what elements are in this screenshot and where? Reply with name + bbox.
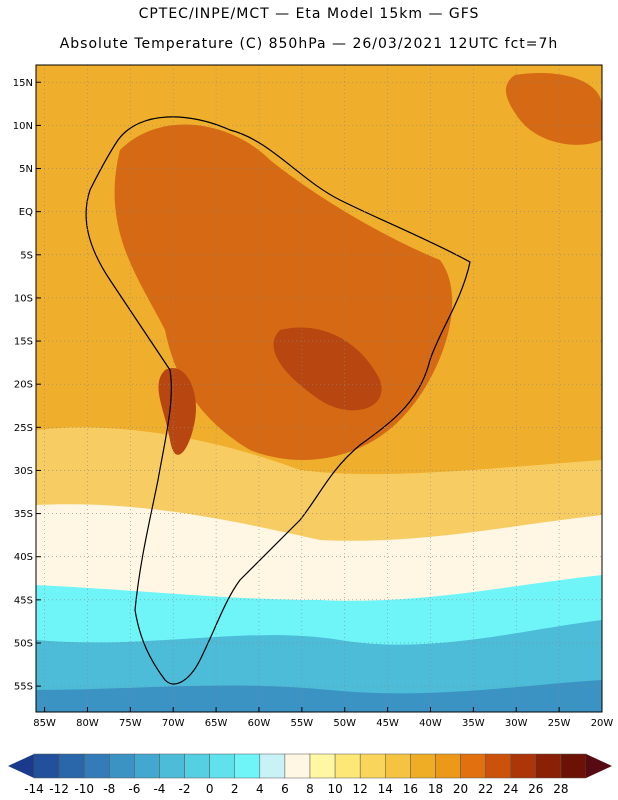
lat-tick-label: 40S — [14, 552, 33, 563]
colorbar-swatch — [284, 753, 311, 779]
colorbar-swatch — [510, 753, 537, 779]
lat-tick-label: 20S — [14, 380, 33, 391]
chart-title-line-1: CPTEC/INPE/MCT — Eta Model 15km — GFS — [138, 6, 480, 22]
hottest-region — [158, 368, 196, 455]
colorbar-swatch — [485, 753, 511, 779]
lon-tick-label: 45W — [376, 718, 399, 729]
colorbar-label: 12 — [353, 782, 368, 796]
map-frame — [35, 64, 603, 713]
lat-tick-label: EQ — [19, 207, 33, 218]
colorbar-label: -4 — [153, 782, 165, 796]
colorbar-label: 18 — [428, 782, 443, 796]
lon-tick-label: 30W — [505, 718, 528, 729]
colorbar-label: 16 — [403, 782, 418, 796]
lon-tick-label: 50W — [333, 718, 356, 729]
colorbar-swatch — [58, 753, 85, 779]
south-america-outline — [85, 116, 471, 685]
lat-tick-label: 30S — [14, 466, 33, 477]
lat-tick-label: 10N — [13, 121, 33, 132]
longitude-labels: 85W 80W 75W 70W 65W 60W 55W 50W 45W 40W 35W 30W 25W 2… — [33, 707, 613, 729]
colorbar-label: 14 — [378, 782, 393, 796]
colorbar-swatch — [259, 753, 286, 779]
colorbar-swatch — [435, 753, 461, 779]
hottest-region — [505, 73, 602, 145]
coldest-band — [36, 680, 602, 712]
colorbar-right-arrow — [586, 754, 612, 778]
colorbar-swatch — [159, 753, 185, 779]
lon-tick-label: 75W — [119, 718, 142, 729]
lat-tick-label: 25S — [14, 423, 33, 434]
colorbar-swatch — [134, 753, 160, 779]
colorbar-swatch — [410, 753, 436, 779]
colorbar-label: 24 — [503, 782, 518, 796]
colorbar-swatch — [560, 753, 587, 779]
lon-tick-label: 70W — [162, 718, 185, 729]
colorbar-label: -12 — [49, 782, 69, 796]
lon-tick-label: 25W — [548, 718, 571, 729]
lat-tick-label: 55S — [14, 682, 33, 693]
lon-tick-label: 60W — [248, 718, 271, 729]
lat-tick-label: 50S — [14, 638, 33, 649]
colorbar-label: 8 — [306, 782, 314, 796]
colorbar-label: 10 — [327, 782, 342, 796]
colorbar-swatch — [83, 753, 110, 779]
lat-tick-label: 10S — [14, 293, 33, 304]
colorbar-label: 4 — [256, 782, 264, 796]
lon-tick-label: 85W — [33, 718, 56, 729]
colorbar-swatch — [334, 753, 361, 779]
lon-tick-label: 40W — [419, 718, 442, 729]
colorbar-label: 2 — [231, 782, 239, 796]
lon-tick-label: 80W — [76, 718, 99, 729]
colorbar-swatch — [109, 753, 135, 779]
map-field — [36, 65, 602, 712]
colorbar: -14 -12 -10 -8 -6 -4 -2 0 2 4 6 8 10 12 14 16 18 20 22 24 26… — [8, 753, 612, 796]
lon-tick-label: 20W — [591, 718, 614, 729]
lat-tick-label: 45S — [14, 595, 33, 606]
hottest-region — [273, 327, 382, 411]
lon-tick-label: 55W — [291, 718, 314, 729]
colorbar-label: 26 — [528, 782, 543, 796]
colorbar-swatch — [184, 753, 210, 779]
colorbar-swatch — [460, 753, 486, 779]
lon-tick-label: 35W — [462, 718, 485, 729]
lon-tick-label: 65W — [205, 718, 228, 729]
colorbar-label: -8 — [103, 782, 115, 796]
lat-tick-label: 5S — [20, 250, 33, 261]
colorbar-label: -2 — [179, 782, 191, 796]
chart-title-line-2: Absolute Temperature (C) 850hPa — 26/03/… — [59, 36, 559, 52]
colorbar-swatch — [209, 753, 235, 779]
colorbar-swatch — [535, 753, 562, 779]
colorbar-swatch — [359, 753, 386, 779]
latitude-labels: 15N 10N 5N EQ 5S 10S 15S 20S 25S 30S 35S 40S 45S 50S 5… — [13, 78, 41, 693]
colorbar-swatch — [33, 753, 60, 779]
colorbar-label: 0 — [206, 782, 214, 796]
colorbar-swatch — [234, 753, 261, 779]
lat-tick-label: 15S — [14, 337, 33, 348]
lat-tick-label: 35S — [14, 509, 33, 520]
lat-tick-label: 5N — [19, 164, 33, 175]
colorbar-label: 22 — [478, 782, 493, 796]
colorbar-label: 6 — [281, 782, 289, 796]
colorbar-swatch — [385, 753, 411, 779]
colorbar-left-arrow — [8, 754, 34, 778]
colorbar-label: -6 — [128, 782, 140, 796]
colorbar-label: 20 — [453, 782, 468, 796]
colorbar-label: -14 — [24, 782, 44, 796]
colorbar-label: -10 — [74, 782, 94, 796]
colorbar-label: 28 — [553, 782, 568, 796]
colorbar-swatch — [309, 753, 336, 779]
lat-tick-label: 15N — [13, 78, 33, 89]
